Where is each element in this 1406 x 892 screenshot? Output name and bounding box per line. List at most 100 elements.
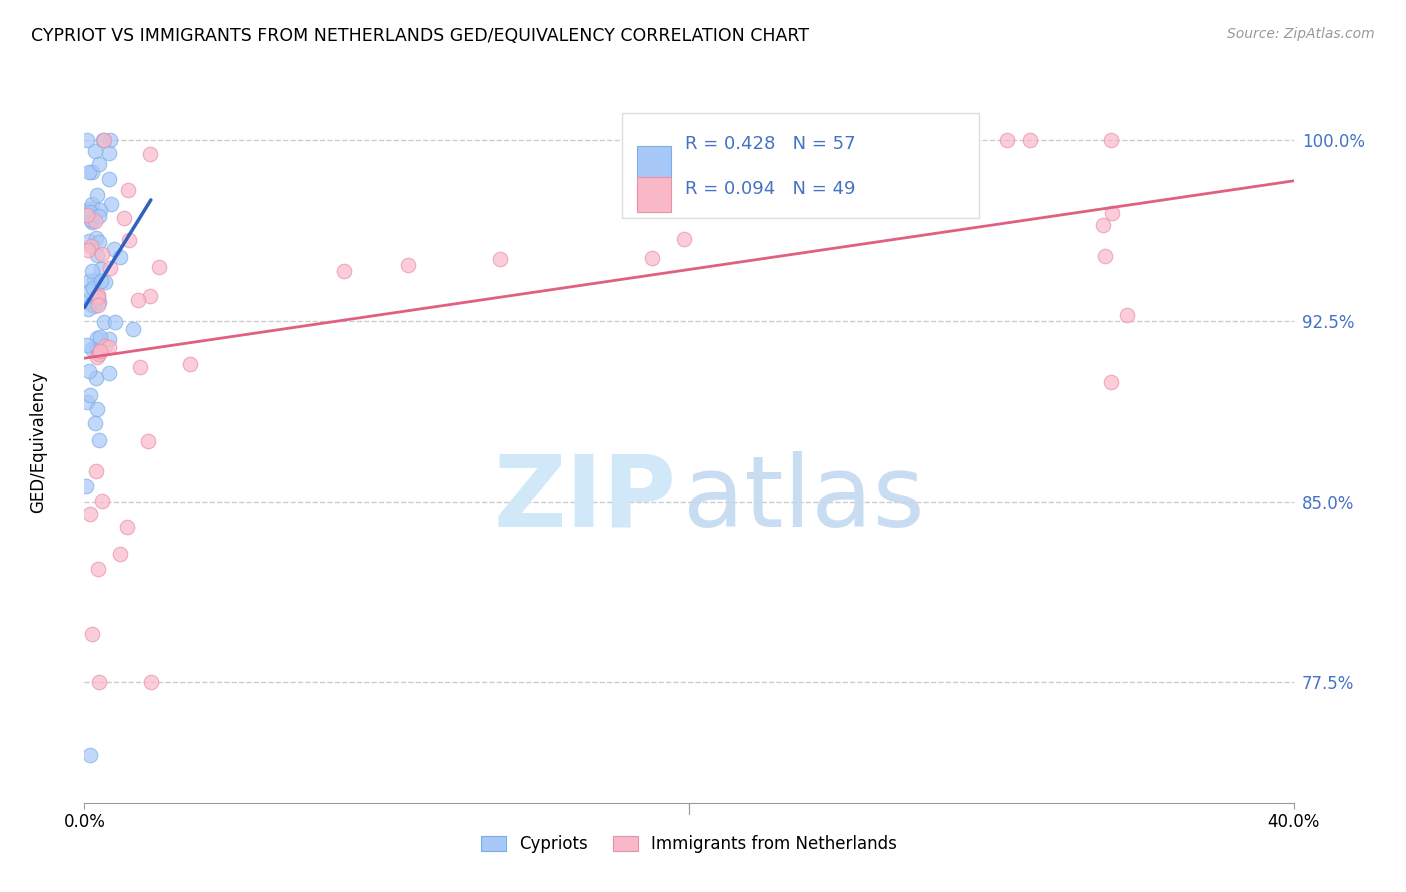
Point xyxy=(117,183,139,197)
Point xyxy=(89,202,111,217)
Point xyxy=(87,298,110,312)
Point xyxy=(115,520,138,534)
Text: R = 0.094   N = 49: R = 0.094 N = 49 xyxy=(685,180,856,198)
Point xyxy=(79,507,101,521)
Point xyxy=(86,188,108,202)
Point xyxy=(1094,249,1116,263)
Point xyxy=(98,172,121,186)
Point xyxy=(84,214,107,228)
Point xyxy=(114,211,136,226)
Point xyxy=(90,246,112,260)
Point xyxy=(77,274,100,288)
Point xyxy=(672,232,695,246)
Point xyxy=(139,675,162,690)
Point xyxy=(1019,133,1042,147)
Point xyxy=(77,202,100,216)
Point xyxy=(79,213,101,227)
Point xyxy=(104,315,127,329)
Point xyxy=(76,133,98,147)
Point xyxy=(80,342,103,356)
Point xyxy=(89,294,111,309)
Text: Source: ZipAtlas.com: Source: ZipAtlas.com xyxy=(1227,27,1375,41)
Point xyxy=(148,260,170,274)
Point xyxy=(98,145,121,160)
Point xyxy=(79,387,101,401)
Point xyxy=(122,322,145,336)
Point xyxy=(129,360,152,375)
Point xyxy=(79,205,101,219)
Point xyxy=(77,165,100,179)
Point xyxy=(100,197,122,211)
Point xyxy=(87,287,110,301)
Point xyxy=(108,250,131,264)
Point xyxy=(98,366,121,380)
Point xyxy=(86,562,108,576)
Point xyxy=(76,208,98,222)
Point xyxy=(995,133,1018,147)
Point xyxy=(82,627,104,641)
FancyBboxPatch shape xyxy=(623,112,979,218)
Point xyxy=(1116,308,1139,322)
Text: ZIP: ZIP xyxy=(494,450,676,548)
Point xyxy=(86,402,108,417)
Point xyxy=(127,293,149,307)
Bar xyxy=(637,178,671,212)
Text: CYPRIOT VS IMMIGRANTS FROM NETHERLANDS GED/EQUIVALENCY CORRELATION CHART: CYPRIOT VS IMMIGRANTS FROM NETHERLANDS G… xyxy=(31,27,808,45)
Point xyxy=(1092,218,1115,232)
Point xyxy=(1099,133,1122,147)
Text: GED/Equivalency: GED/Equivalency xyxy=(30,370,48,513)
Point xyxy=(110,547,132,561)
Point xyxy=(76,337,98,351)
Point xyxy=(489,252,512,266)
Point xyxy=(86,248,108,262)
Point xyxy=(87,235,110,250)
Point xyxy=(80,215,103,229)
Point xyxy=(80,165,103,179)
Point xyxy=(75,479,97,493)
Point xyxy=(396,258,419,272)
Point xyxy=(80,196,103,211)
Point xyxy=(83,273,105,287)
Point xyxy=(98,332,121,346)
Point xyxy=(1099,375,1122,389)
Point xyxy=(84,416,107,430)
Legend: Cypriots, Immigrants from Netherlands: Cypriots, Immigrants from Netherlands xyxy=(474,828,904,860)
Point xyxy=(89,344,111,359)
Point xyxy=(87,347,110,361)
Point xyxy=(89,344,111,359)
Text: atlas: atlas xyxy=(683,450,925,548)
Point xyxy=(76,243,98,257)
Point xyxy=(89,675,111,690)
Point xyxy=(76,395,98,409)
Point xyxy=(90,262,112,277)
Point xyxy=(94,275,117,289)
Point xyxy=(80,297,103,311)
Point xyxy=(91,133,114,147)
Point xyxy=(90,274,112,288)
Point xyxy=(117,233,139,247)
Point xyxy=(89,157,111,171)
Point xyxy=(93,315,115,329)
Text: R = 0.428   N = 57: R = 0.428 N = 57 xyxy=(685,136,856,153)
Point xyxy=(79,293,101,308)
Point xyxy=(94,339,117,353)
Point xyxy=(138,147,160,161)
Point xyxy=(79,284,101,298)
Point xyxy=(98,133,121,147)
Point xyxy=(80,239,103,253)
Point xyxy=(87,290,110,304)
Point xyxy=(136,434,159,448)
Point xyxy=(86,331,108,345)
Point xyxy=(333,264,356,278)
Point xyxy=(80,264,103,278)
Point xyxy=(84,371,107,385)
Point xyxy=(645,133,668,147)
Point xyxy=(82,280,104,294)
Point xyxy=(77,302,100,317)
Point xyxy=(641,251,664,265)
Point xyxy=(77,364,100,378)
Point xyxy=(79,747,101,762)
Point xyxy=(89,330,111,344)
Bar xyxy=(637,145,671,180)
Point xyxy=(83,300,105,314)
